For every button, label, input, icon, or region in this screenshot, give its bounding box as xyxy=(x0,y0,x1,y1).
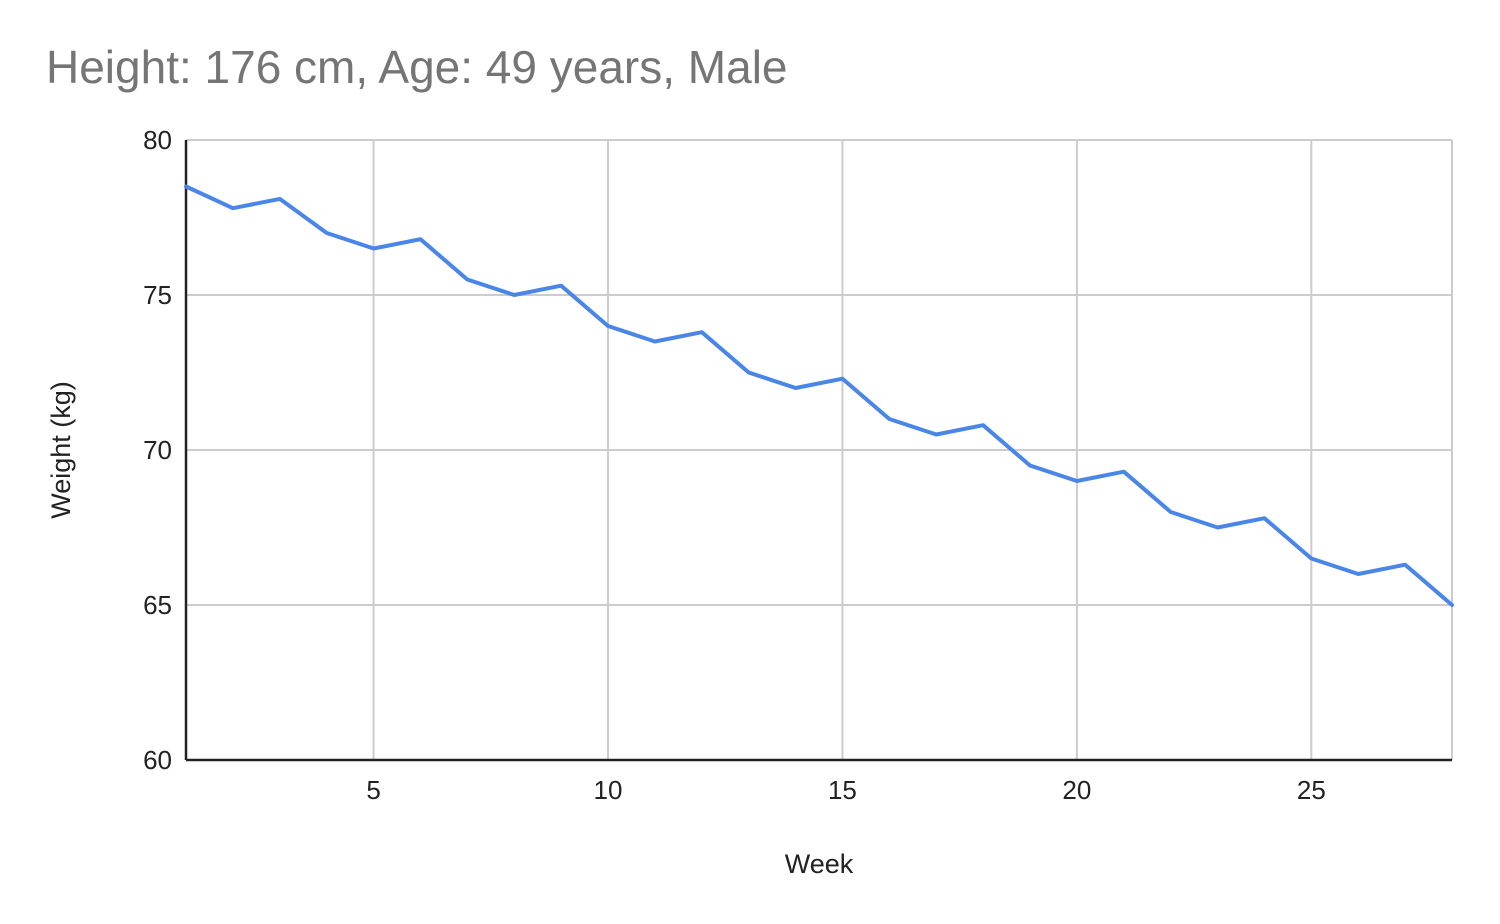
x-axis-title: Week xyxy=(785,849,854,879)
chart-title: Height: 176 cm, Age: 49 years, Male xyxy=(46,41,788,93)
x-tick-label: 25 xyxy=(1297,775,1326,805)
y-tick-label: 70 xyxy=(143,435,172,465)
axes xyxy=(184,140,1452,762)
series-line xyxy=(184,184,1454,607)
x-tick-label: 10 xyxy=(594,775,623,805)
y-tick-label: 75 xyxy=(143,280,172,310)
x-tick-label: 15 xyxy=(828,775,857,805)
y-axis-title: Weight (kg) xyxy=(46,381,76,519)
series-layer xyxy=(184,184,1454,607)
y-tick-label: 65 xyxy=(143,590,172,620)
y-tick-label: 60 xyxy=(143,745,172,775)
y-tick-label: 80 xyxy=(143,125,172,155)
x-tick-label: 20 xyxy=(1062,775,1091,805)
x-tick-label: 5 xyxy=(366,775,380,805)
grid-lines xyxy=(186,139,1453,761)
tick-labels: 60 65 70 75 80 5 10 15 20 25 xyxy=(143,125,1326,805)
